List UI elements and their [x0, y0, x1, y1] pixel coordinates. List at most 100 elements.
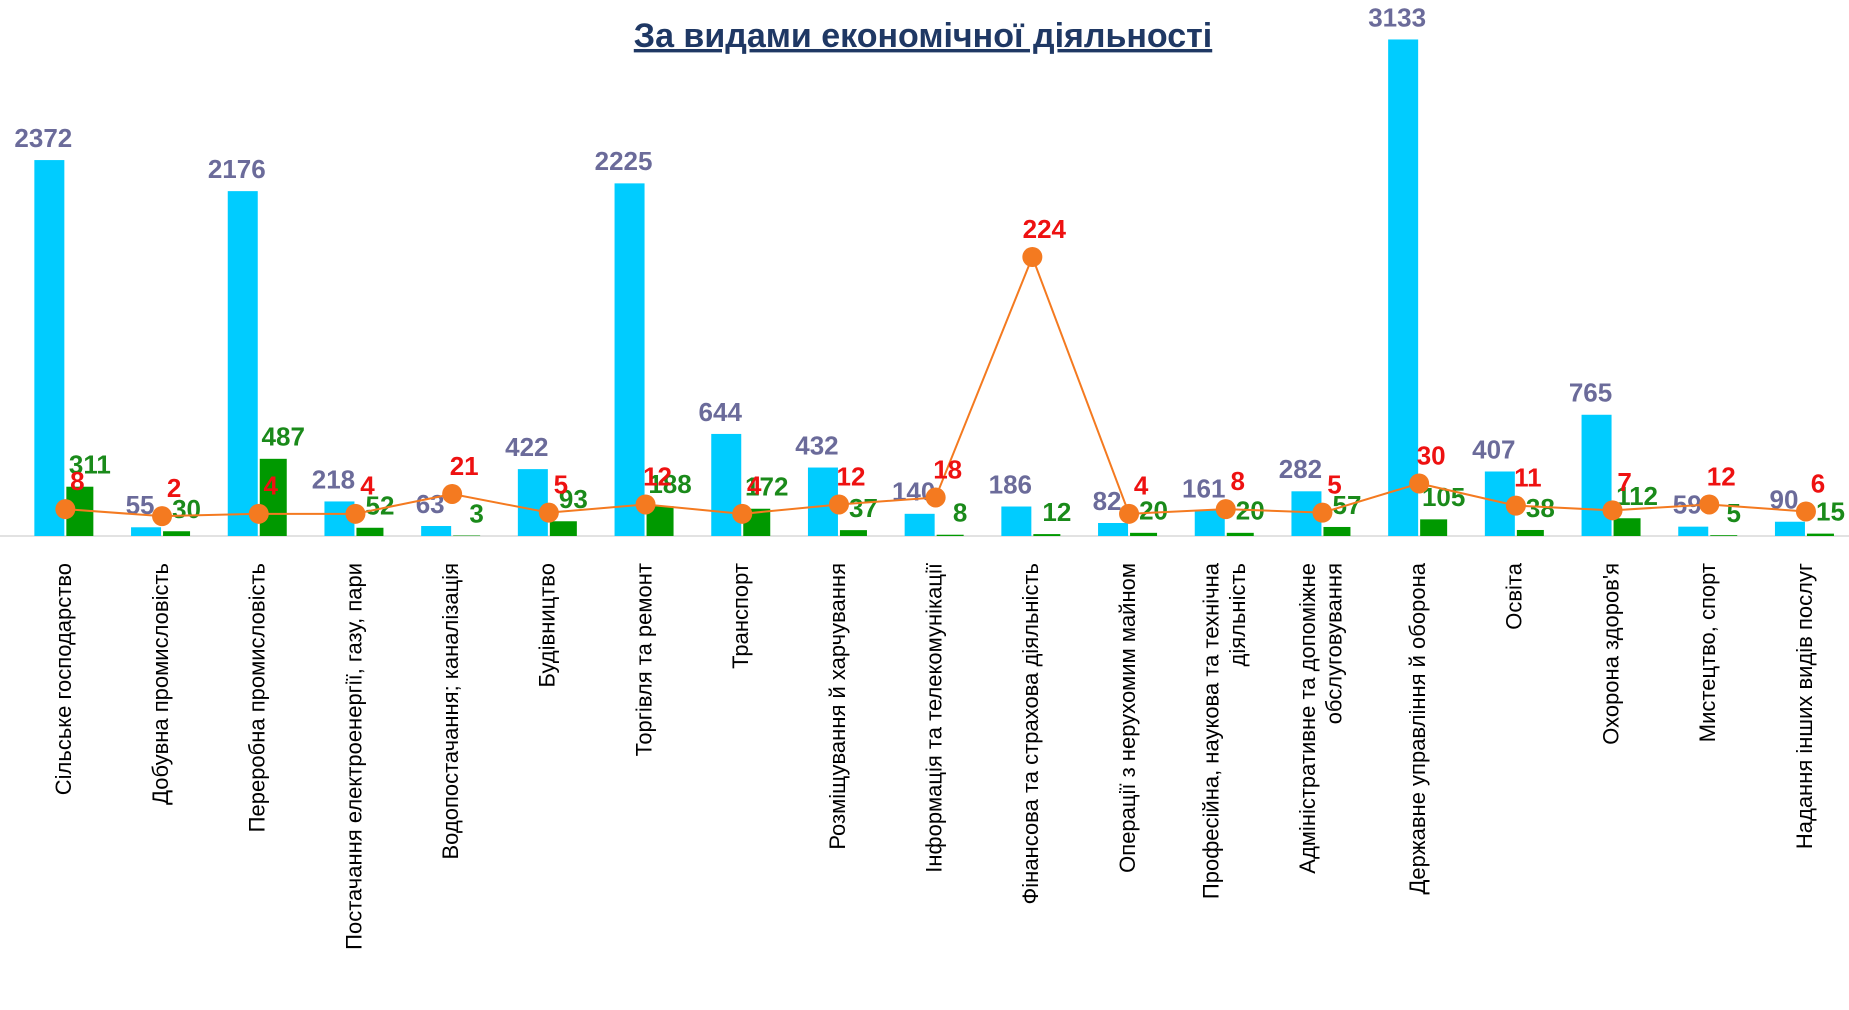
line-marker: [1022, 247, 1043, 268]
line-marker: [345, 503, 366, 524]
x-tick-label: Транспорт: [728, 563, 753, 669]
value-label: 3: [469, 498, 483, 528]
bar: [1001, 506, 1032, 536]
line-marker: [635, 494, 656, 515]
bar: [1033, 534, 1061, 536]
value-label: 311: [69, 450, 111, 480]
value-label: 188: [648, 469, 691, 499]
value-label: 644: [699, 397, 743, 427]
bar: [259, 458, 287, 536]
chart-title: За видами економічної діяльності: [634, 17, 1212, 55]
value-label: 4: [264, 471, 279, 501]
value-label: 12: [1042, 497, 1071, 527]
x-tick-label: Охорона здоров'я: [1598, 563, 1623, 745]
line-marker: [1312, 502, 1333, 523]
value-label: 112: [1616, 481, 1658, 511]
line-marker: [152, 506, 173, 527]
value-label: 765: [1569, 378, 1612, 408]
value-label: 4: [747, 471, 762, 501]
value-label: 5: [1727, 498, 1741, 528]
line-marker: [1409, 473, 1430, 494]
bar: [1710, 535, 1738, 536]
x-tick-label: Професійна, наукова та технічнадіяльніст…: [1198, 562, 1249, 899]
x-tick-label: Торгівля та ремонт: [631, 563, 656, 756]
bar: [1516, 529, 1544, 536]
line-marker: [1699, 494, 1720, 515]
x-tick-label: Постачання електроенергії, газу, пари: [341, 563, 366, 950]
line-marker: [538, 502, 559, 523]
value-label: 2372: [14, 123, 72, 153]
x-tick-label: Інформація та телекомунікації: [921, 563, 946, 873]
x-tick-label: Мистецтво, спорт: [1695, 563, 1720, 742]
line-marker: [1795, 501, 1816, 522]
bar: [1613, 518, 1641, 536]
value-label: 186: [989, 469, 1032, 499]
value-label: 5: [1327, 470, 1341, 500]
value-label: 487: [262, 422, 305, 452]
bar: [614, 183, 645, 536]
value-label: 8: [953, 498, 967, 528]
x-tick-label: Освіта: [1502, 562, 1527, 630]
x-tick-label: Розміщування й харчування: [825, 563, 850, 850]
bar: [227, 191, 258, 536]
bar: [34, 160, 65, 536]
value-label: 12: [836, 461, 865, 491]
value-label: 105: [1422, 482, 1465, 512]
value-label: 12: [643, 461, 672, 491]
x-tick-label: Добувна промисловість: [148, 563, 173, 805]
line-marker: [1119, 503, 1140, 524]
value-label: 37: [849, 493, 878, 523]
bar: [163, 531, 191, 536]
value-label: 52: [365, 491, 394, 521]
bar: [1420, 519, 1448, 536]
value-label: 7: [1617, 467, 1631, 497]
value-label: 18: [933, 454, 962, 484]
bar: [517, 469, 548, 536]
value-label: 4: [1134, 471, 1149, 501]
x-tick-label: Державне управління й оборона: [1405, 562, 1430, 894]
value-label: 82: [1093, 486, 1122, 516]
bar: [1226, 532, 1254, 536]
x-tick-label: Адміністративне та допоміжнеобслуговуван…: [1295, 563, 1346, 874]
bar: [1130, 532, 1158, 536]
line-marker: [1602, 500, 1623, 521]
bar: [131, 527, 162, 536]
value-label: 2225: [595, 146, 653, 176]
x-tick-label: Водопостачання; каналізація: [438, 563, 463, 860]
value-label: 8: [1231, 466, 1245, 496]
value-label: 12: [1707, 461, 1736, 491]
line-marker: [1215, 499, 1236, 520]
bar: [1388, 39, 1419, 536]
line-marker: [925, 487, 946, 508]
line-marker: [1505, 495, 1526, 516]
x-tick-label: Будівництво: [535, 563, 560, 687]
bar: [1098, 523, 1129, 536]
value-label: 30: [172, 494, 201, 524]
bar: [1323, 526, 1351, 536]
bar: [839, 530, 867, 536]
value-label: 161: [1182, 473, 1225, 503]
value-label: 422: [505, 432, 548, 462]
value-label: 2: [167, 473, 181, 503]
value-label: 30: [1417, 440, 1446, 470]
x-tick-label: Переробна промисловість: [245, 563, 270, 832]
line-marker: [828, 494, 849, 515]
line-marker: [732, 503, 753, 524]
value-label: 282: [1279, 454, 1322, 484]
x-tick-label: Фінансова та страхова діяльність: [1018, 563, 1043, 904]
bar: [904, 513, 935, 536]
bar: [1678, 526, 1709, 536]
value-label: 218: [312, 464, 355, 494]
value-label: 407: [1472, 434, 1515, 464]
bar: [1806, 533, 1834, 536]
value-label: 63: [416, 489, 445, 519]
value-label: 8: [70, 466, 84, 496]
x-tick-label: Надання інших видів послуг: [1792, 563, 1817, 849]
value-label: 11: [1514, 463, 1542, 493]
bar: [549, 521, 577, 536]
bar: [936, 534, 964, 536]
value-label: 2176: [208, 154, 266, 184]
line-marker: [55, 499, 76, 520]
line-marker: [248, 503, 269, 524]
